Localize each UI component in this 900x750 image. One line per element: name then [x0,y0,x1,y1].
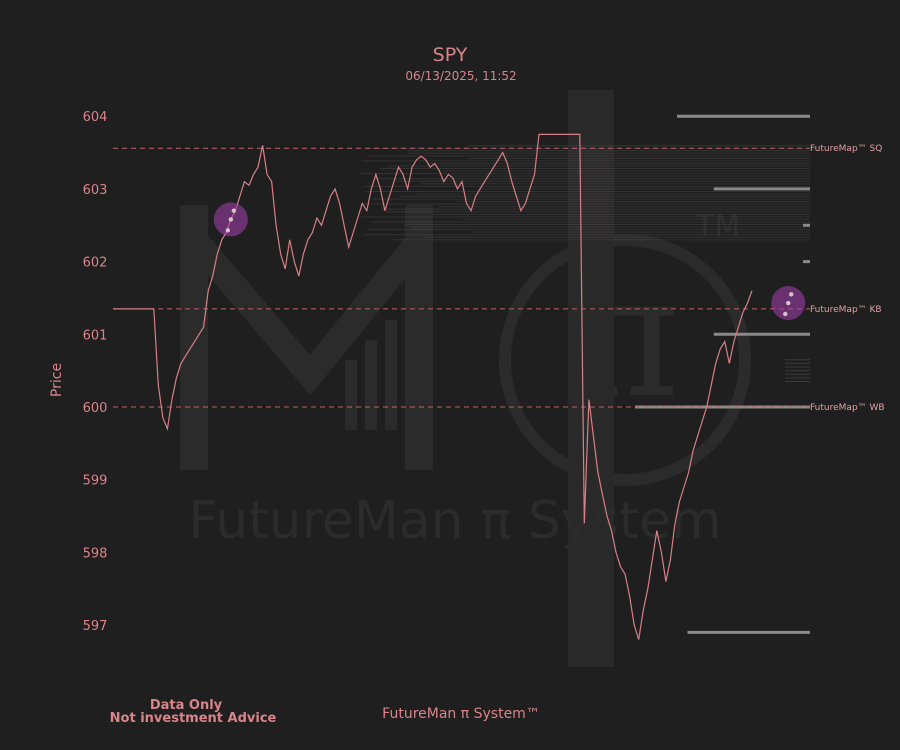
signal-dot [231,208,237,213]
y-tick-label: 599 [83,474,108,489]
watermark-bar-small-2 [365,340,377,430]
signal-dot [786,300,791,306]
level-label: FutureMap™ KB [810,305,882,315]
y-tick-label: 603 [83,183,108,198]
chart-subtitle: 06/13/2025, 11:52 [405,69,516,83]
price-line [113,133,753,640]
footer-brand: FutureMan π System™ [382,706,540,722]
watermark-m-shape [185,231,431,396]
y-tick-label: 600 [83,401,108,416]
y-axis-ticks: 597 598 599 600 601 602 603 604 [83,110,108,634]
watermark-text: FutureMan π System [188,491,722,551]
y-tick-label: 598 [83,546,108,561]
price-series [113,133,753,640]
y-axis-label: Price [49,363,65,397]
watermark-bar-small-1 [345,360,357,430]
y-tick-label: 601 [83,328,108,343]
signal-dot [783,311,788,317]
signal-dot [789,292,794,297]
highlight-markers [213,202,806,321]
futureman-logo-icon: π [180,90,751,667]
futuremap-levels: FutureMap™ SQ FutureMap™ KB FutureMap™ WB [113,144,885,413]
signal-dot [228,217,234,222]
level-label: FutureMap™ WB [810,403,885,413]
signal-dot [225,228,231,233]
watermark-pi-circle [499,234,751,486]
chart-title: SPY [433,44,468,66]
y-tick-label: 597 [83,619,108,634]
volume-profile [360,114,810,634]
disclaimer-line2: Not investment Advice [110,711,277,726]
y-tick-label: 602 [83,256,108,271]
disclaimer-line1: Data Only [150,698,223,713]
watermark-tm: TM [695,209,740,244]
y-tick-label: 604 [83,110,108,125]
watermark-vertical-band [568,90,614,667]
level-label: FutureMap™ SQ [810,144,882,154]
watermark-bar-small-3 [385,320,397,430]
